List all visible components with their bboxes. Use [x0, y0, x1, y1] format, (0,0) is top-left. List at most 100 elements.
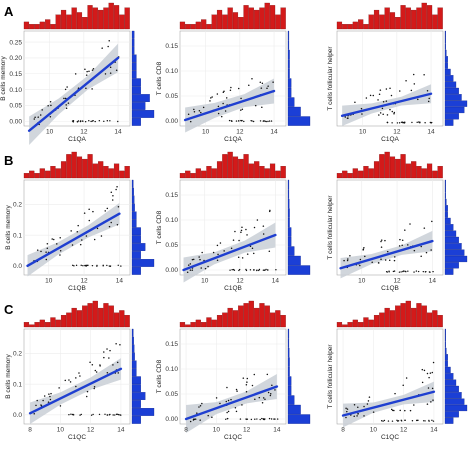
histogram-top-bar [60, 9, 67, 30]
scatter-point [112, 364, 114, 366]
scatter-point [388, 271, 390, 273]
scatter-point [258, 396, 261, 399]
histogram-top-bar [238, 305, 244, 328]
y-axis-label: T cells CD8 [156, 359, 163, 393]
histogram-top-bar [55, 14, 61, 30]
scatter-point [400, 271, 402, 273]
histogram-right-bar [444, 398, 465, 405]
histogram-top-bar [113, 163, 120, 179]
scatter-point [212, 251, 215, 254]
histogram-top-bar [411, 307, 417, 328]
histogram-top-bar [34, 24, 40, 30]
scatter-point [368, 396, 371, 398]
histogram-top-bar [119, 310, 125, 328]
histogram-top-bar [195, 168, 201, 179]
scatter-point [65, 104, 67, 106]
scatter-point [245, 269, 248, 272]
scatter-point [76, 230, 79, 233]
scatter-point [80, 264, 82, 267]
scatter-point [264, 120, 266, 122]
scatter-point [67, 102, 70, 104]
histogram-top-bar [76, 156, 83, 179]
scatter-point [119, 343, 121, 346]
regression-line [183, 89, 276, 122]
scatter-point [71, 244, 74, 246]
histogram-right-bar [287, 328, 290, 339]
scatter-panel: 10 12 14 0.00 0.05 0.10 0.15 0.20 0.25 C1QA B cell… [0, 2, 155, 145]
histogram-top-bar [227, 307, 233, 328]
histogram-top-bar [405, 7, 411, 30]
scatter-point [109, 265, 112, 267]
y-tick-label: 0.1 [13, 381, 22, 388]
scatter-point [106, 207, 109, 210]
histogram-right-bar [131, 368, 137, 377]
histogram-right-bar [444, 385, 459, 393]
histogram-top-bar [222, 14, 228, 30]
scatter-point [235, 410, 238, 413]
scatter-point [240, 231, 242, 234]
scatter-point [196, 412, 198, 414]
scatter-point [402, 122, 404, 124]
histogram-right-bar [287, 97, 295, 107]
histogram-right-bar [131, 344, 135, 353]
scatter-point [345, 407, 347, 409]
scatter-point [432, 361, 435, 364]
scatter-point [253, 373, 256, 376]
scatter-point [56, 243, 58, 245]
scatter-point [240, 229, 243, 232]
scatter-point [47, 401, 50, 403]
scatter-point [36, 399, 38, 402]
scatter-point [421, 381, 424, 384]
histogram-top-bar [384, 7, 390, 30]
x-tick-label: 14 [427, 129, 435, 136]
histogram-top-bar [55, 168, 61, 179]
histogram-right-bar [131, 94, 150, 103]
scatter-point [117, 264, 119, 266]
scatter-point [251, 384, 254, 387]
histogram-top-bar [347, 173, 353, 179]
y-tick-label: 0.20 [9, 55, 22, 62]
histogram-top-bar [432, 14, 438, 30]
scatter-point [251, 120, 253, 122]
scatter-point [385, 100, 388, 102]
scatter-point [80, 413, 83, 416]
scatter-points [33, 39, 120, 126]
scatter-point [112, 195, 114, 197]
scatter-point [106, 348, 108, 350]
histogram-top-bar [437, 315, 443, 328]
scatter-point [254, 104, 257, 107]
histogram-top-bar [275, 14, 281, 30]
scatter-point [103, 351, 105, 353]
scatter-point [74, 73, 77, 75]
histogram-top-bar [384, 151, 390, 179]
scatter-point [249, 245, 252, 248]
scatter-point [413, 404, 415, 406]
histogram-right-bar [287, 395, 295, 405]
scatter-point [102, 264, 104, 267]
scatter-point [428, 420, 430, 422]
histogram-right-bar [131, 203, 135, 212]
scatter-point [224, 110, 227, 112]
scatter-point [243, 120, 245, 123]
histogram-top-bar [405, 163, 411, 179]
scatter-point [70, 230, 72, 232]
scatter-point [371, 261, 373, 264]
scatter-point [262, 120, 265, 122]
histogram-top-bar [71, 151, 77, 179]
histogram-right-bar [287, 347, 290, 358]
scatter-point [392, 270, 395, 273]
scatter-point [79, 375, 81, 377]
histogram-top-bar [108, 168, 114, 179]
scatter-point [265, 120, 267, 123]
scatter-point [73, 265, 75, 267]
scatter-point [258, 268, 261, 271]
scatter-point [426, 89, 429, 92]
scatter-point [369, 94, 372, 97]
histogram-top-bar [50, 166, 56, 179]
histogram-right-bar [444, 75, 454, 82]
histogram-right-bar [287, 116, 311, 126]
scatter-point [98, 413, 101, 416]
y-tick-label: 0.15 [165, 341, 178, 348]
y-tick-label: 0.2 [13, 351, 22, 358]
scatter-point [225, 97, 228, 99]
